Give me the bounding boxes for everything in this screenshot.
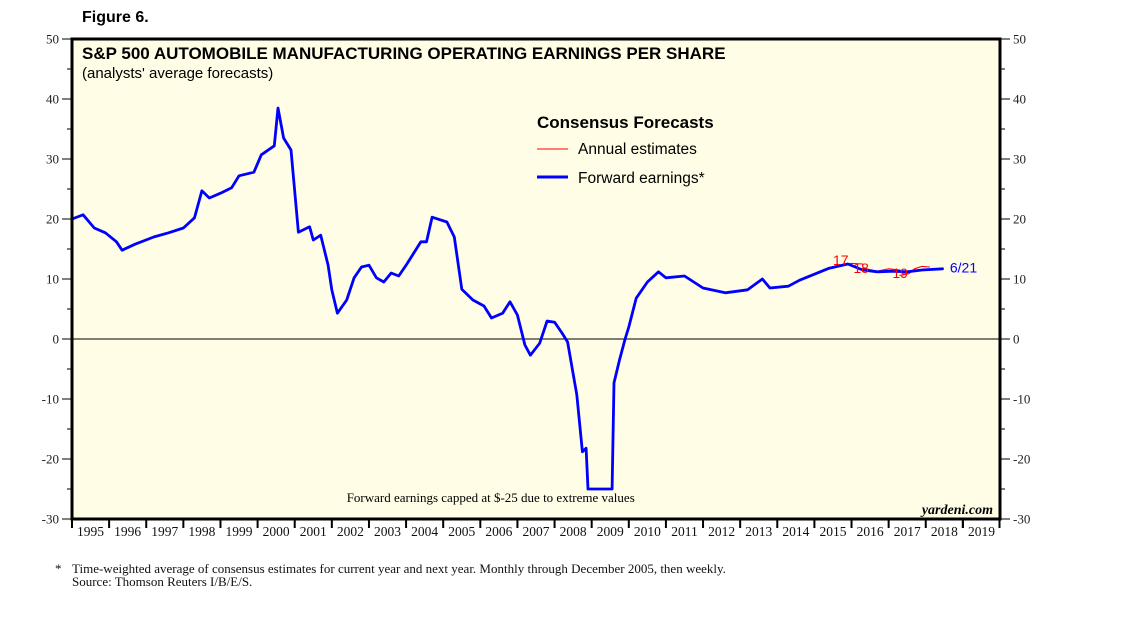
x-tick-label: 2004 (411, 524, 438, 539)
legend-label-annual: Annual estimates (578, 141, 697, 158)
x-tick-label: 2016 (857, 524, 884, 539)
footnote-line-1: Time-weighted average of consensus estim… (72, 561, 726, 576)
y-tick-label-right: 10 (1013, 272, 1026, 287)
x-tick-label: 2015 (819, 524, 846, 539)
x-tick-label: 2001 (300, 524, 327, 539)
x-tick-label: 2017 (894, 524, 921, 539)
y-tick-label-right: -20 (1013, 452, 1030, 467)
x-tick-label: 2010 (634, 524, 661, 539)
plot-area (72, 39, 1000, 519)
x-tick-label: 1999 (226, 524, 253, 539)
y-tick-label-left: 20 (46, 212, 59, 227)
x-tick-label: 1996 (114, 524, 141, 539)
y-tick-label-left: -10 (42, 392, 59, 407)
right-y-axis: 50 40 30 20 10 0 -10 -20 -30 (1000, 32, 1030, 527)
series-forward-earnings (70, 106, 944, 491)
legend: Consensus Forecasts Annual estimates For… (537, 113, 714, 187)
x-tick-label: 2007 (523, 524, 550, 539)
footnote-star: * (55, 561, 62, 576)
y-tick-label-right: -10 (1013, 392, 1030, 407)
figure-label: Figure 6. (82, 9, 149, 26)
x-tick-label: 2013 (745, 524, 772, 539)
annotation-group: 17 18 19 6/21 Forward earnings capped at $-2… (347, 252, 978, 505)
x-tick-label: 2009 (597, 524, 624, 539)
legend-label-forward: Forward earnings* (578, 170, 705, 187)
chart-subtitle: (analysts' average forecasts) (82, 65, 273, 82)
y-tick-label-left: 0 (53, 332, 60, 347)
cap-note: Forward earnings capped at $-25 due to e… (347, 490, 635, 505)
x-tick-label: 1997 (151, 524, 178, 539)
x-tick-label: 2003 (374, 524, 401, 539)
x-tick-label: 2018 (931, 524, 958, 539)
y-tick-label-left: 40 (46, 92, 59, 107)
x-tick-label: 1998 (188, 524, 215, 539)
y-tick-label-left: 50 (46, 32, 59, 47)
x-tick-label: 2008 (560, 524, 587, 539)
y-tick-label-left: 10 (46, 272, 59, 287)
y-tick-label-right: 40 (1013, 92, 1026, 107)
footnote-line-2: Source: Thomson Reuters I/B/E/S. (72, 574, 253, 589)
y-tick-label-right: 30 (1013, 152, 1026, 167)
series-annotation: 18 (853, 260, 869, 276)
x-tick-label: 2006 (485, 524, 512, 539)
series-group (70, 106, 944, 491)
y-tick-label-right: 0 (1013, 332, 1020, 347)
x-tick-label: 2014 (782, 524, 809, 539)
plot-frame (70, 37, 1002, 521)
series-annotation: 17 (833, 252, 849, 268)
y-tick-label-right: -30 (1013, 512, 1030, 527)
brand-watermark: yardeni.com (920, 503, 993, 518)
x-tick-label: 1995 (77, 524, 104, 539)
x-tick-label: 2011 (671, 524, 698, 539)
x-tick-label: 2002 (337, 524, 364, 539)
y-tick-label-left: -30 (42, 512, 59, 527)
chart-title: S&P 500 AUTOMOBILE MANUFACTURING OPERATI… (82, 44, 726, 63)
series-annotation: 6/21 (950, 259, 977, 275)
x-tick-label: 2000 (263, 524, 290, 539)
y-tick-label-right: 50 (1013, 32, 1026, 47)
x-tick-label: 2012 (708, 524, 735, 539)
x-tick-label: 2005 (448, 524, 475, 539)
x-axis: 1995 1996 1997 1998 1999 2000 2001 2002 2003 2004… (71, 519, 1001, 539)
y-tick-label-right: 20 (1013, 212, 1026, 227)
footnote: * Time-weighted average of consensus esti… (55, 562, 726, 588)
y-tick-label-left: 30 (46, 152, 59, 167)
left-y-axis: 50 40 30 20 10 0 -10 -20 -30 (42, 32, 72, 527)
legend-title: Consensus Forecasts (537, 113, 714, 132)
series-annotation: 19 (892, 265, 908, 281)
series-annual-estimates-2019 (899, 265, 931, 276)
y-tick-label-left: -20 (42, 452, 59, 467)
x-tick-label: 2019 (968, 524, 995, 539)
